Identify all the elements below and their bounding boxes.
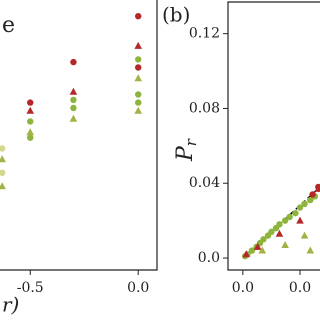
point: [0, 155, 6, 163]
panel-label: e: [2, 13, 15, 38]
point: [268, 228, 275, 236]
point: [135, 91, 142, 98]
x-tick-label: 0.0: [127, 280, 149, 296]
y-tick-label: 0.08: [189, 100, 220, 116]
point: [135, 64, 142, 71]
x-axis-label: r): [2, 293, 19, 317]
y-axis-label-main: P: [173, 145, 198, 162]
point: [134, 106, 143, 114]
axes-frame: [0, 0, 158, 271]
point: [0, 182, 6, 190]
point: [27, 118, 34, 125]
x-tick-label: 0.0: [232, 280, 254, 296]
point: [301, 200, 308, 208]
point: [134, 41, 143, 49]
point: [70, 96, 77, 104]
point: [27, 99, 34, 106]
point: [281, 240, 289, 248]
point: [69, 114, 78, 122]
plot-area: [0, 13, 143, 190]
point: [70, 58, 77, 66]
y-tick-label: 0.04: [189, 175, 220, 191]
x-tick-label: -0.5: [17, 280, 44, 296]
point: [26, 106, 35, 114]
point: [286, 213, 293, 221]
point: [258, 246, 267, 254]
point: [300, 231, 309, 239]
point: [135, 99, 142, 106]
plot-area: [241, 183, 320, 260]
point: [296, 204, 304, 211]
point: [69, 87, 78, 95]
y-tick-label: 0.12: [189, 26, 220, 42]
point: [309, 191, 316, 198]
point: [253, 242, 262, 250]
y-tick-label: 0.0: [198, 250, 220, 266]
point: [260, 236, 267, 243]
point: [315, 183, 320, 191]
point: [276, 221, 283, 228]
point: [307, 196, 314, 204]
point: [281, 217, 289, 224]
point: [248, 247, 256, 254]
y-axis-label: Pr: [173, 138, 200, 162]
point: [26, 128, 35, 136]
y-axis-label-sub: r: [182, 138, 200, 146]
point: [27, 134, 34, 141]
x-tick-label: 0.0: [289, 280, 311, 296]
point: [292, 209, 299, 217]
point: [70, 104, 77, 112]
point: [242, 250, 251, 258]
point: [0, 145, 6, 152]
point: [134, 74, 143, 82]
axes-frame: [227, 1, 320, 271]
point: [135, 56, 142, 63]
point: [306, 246, 315, 254]
point: [296, 216, 304, 224]
point: [275, 229, 284, 237]
panel-label: (b): [162, 3, 190, 27]
point: [0, 169, 6, 176]
point: [135, 13, 142, 20]
